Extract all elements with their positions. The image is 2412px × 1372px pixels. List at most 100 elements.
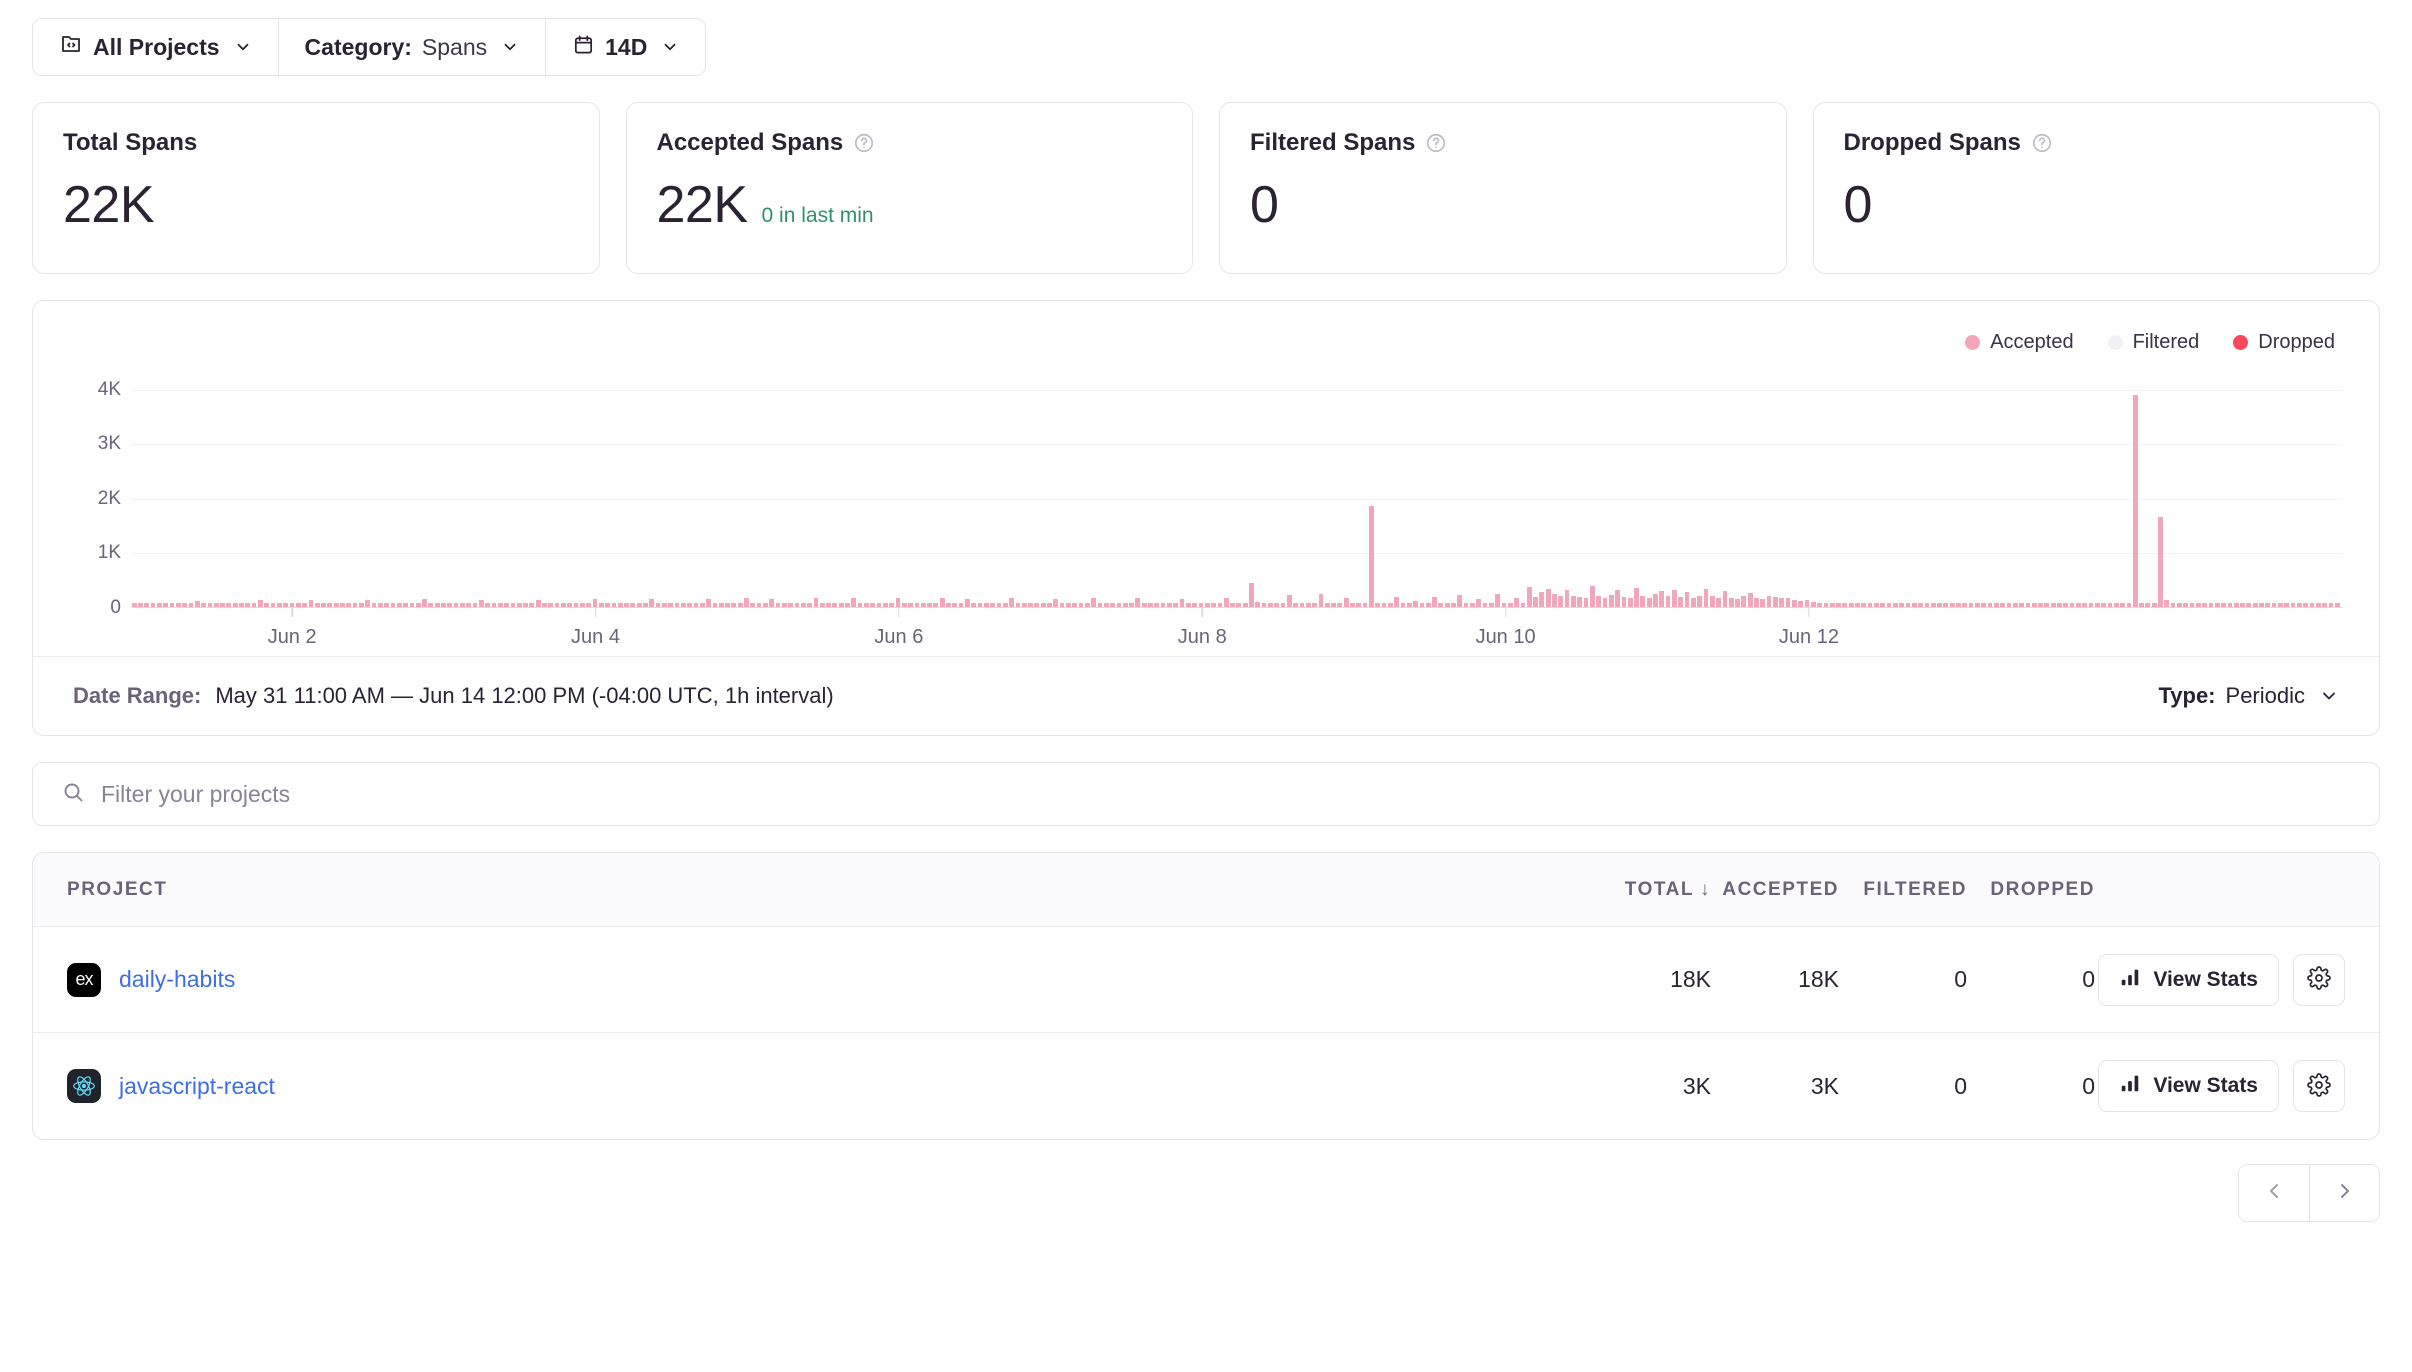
chart-bar[interactable] <box>1286 594 1292 607</box>
chart-bar[interactable] <box>201 602 206 607</box>
chart-bar[interactable] <box>422 599 427 607</box>
chart-bar[interactable] <box>769 598 775 607</box>
chart-bar[interactable] <box>680 602 686 607</box>
chart-bar[interactable] <box>1968 602 1974 607</box>
chart-bar[interactable] <box>1773 596 1778 607</box>
chart-bar[interactable] <box>1040 602 1046 607</box>
column-header-dropped[interactable]: DROPPED <box>1990 878 2095 900</box>
chart-bar[interactable] <box>2076 602 2081 607</box>
chart-bar[interactable] <box>1255 601 1261 607</box>
chart-bar[interactable] <box>1299 602 1305 607</box>
chart-bar[interactable] <box>1425 602 1431 607</box>
chart-bar[interactable] <box>510 602 516 607</box>
chart-bar[interactable] <box>1268 602 1273 607</box>
chart-bar[interactable] <box>1078 602 1084 607</box>
chart-bar[interactable] <box>813 598 819 607</box>
chart-bar[interactable] <box>2082 602 2088 607</box>
chart-bar[interactable] <box>1545 589 1551 607</box>
chart-bar[interactable] <box>1432 597 1437 607</box>
legend-item-filtered[interactable]: Filtered <box>2107 331 2199 354</box>
chart-bar[interactable] <box>1836 602 1841 607</box>
chart-bar[interactable] <box>1223 597 1229 607</box>
legend-item-accepted[interactable]: Accepted <box>1965 331 2074 354</box>
chart-bar[interactable] <box>1451 602 1456 607</box>
chart-bar[interactable] <box>1886 602 1892 607</box>
chart-bar[interactable] <box>447 602 453 607</box>
chart-bar[interactable] <box>1129 602 1134 607</box>
project-link[interactable]: javascript-react <box>119 1072 275 1099</box>
chart-bar[interactable] <box>857 602 863 607</box>
chart-bar[interactable] <box>1173 602 1179 607</box>
chart-bar[interactable] <box>390 602 396 607</box>
chart-bar[interactable] <box>1110 602 1115 607</box>
chart-bar[interactable] <box>1874 602 1879 607</box>
chart-bar[interactable] <box>1817 602 1822 607</box>
chart-bar[interactable] <box>289 602 295 607</box>
chart-bar[interactable] <box>2334 602 2340 607</box>
chart-bar[interactable] <box>504 602 509 607</box>
chart-bar[interactable] <box>1975 602 1980 607</box>
chart-bar[interactable] <box>1318 593 1324 607</box>
chart-bar[interactable] <box>2214 602 2220 607</box>
chart-bar[interactable] <box>763 602 768 607</box>
chart-bar[interactable] <box>1672 590 1677 607</box>
chart-bar[interactable] <box>1747 592 1753 607</box>
chart-bar[interactable] <box>1337 602 1343 607</box>
project-settings-button[interactable] <box>2293 1060 2345 1112</box>
chart-bar[interactable] <box>1381 602 1387 607</box>
chart-bar[interactable] <box>927 602 932 607</box>
chart-bar[interactable] <box>870 602 876 607</box>
help-icon[interactable] <box>2031 132 2053 154</box>
chart-bar[interactable] <box>586 602 592 607</box>
chart-bar[interactable] <box>1962 602 1968 607</box>
chart-bar[interactable] <box>188 602 194 607</box>
chart-bar[interactable] <box>1709 596 1715 607</box>
chart-bar[interactable] <box>466 602 472 607</box>
chart-bar[interactable] <box>346 602 352 607</box>
chart-bar[interactable] <box>2328 602 2334 607</box>
chart-bar[interactable] <box>1261 602 1267 607</box>
chart-bar[interactable] <box>1684 592 1690 607</box>
chart-bar[interactable] <box>2113 602 2119 607</box>
chart-bar[interactable] <box>1274 602 1280 607</box>
chart-bar[interactable] <box>251 602 257 607</box>
chart-bar[interactable] <box>460 602 465 607</box>
chart-bar[interactable] <box>2233 602 2239 607</box>
chart-bar[interactable] <box>213 602 219 607</box>
chart-bar[interactable] <box>2303 602 2309 607</box>
chart-bar[interactable] <box>1438 602 1444 607</box>
chart-bar[interactable] <box>1981 602 1987 607</box>
project-search-bar[interactable] <box>32 762 2380 826</box>
chart-bar[interactable] <box>914 602 920 607</box>
chart-bar[interactable] <box>523 602 528 607</box>
chart-bar[interactable] <box>1230 602 1235 607</box>
chart-bar[interactable] <box>1722 591 1728 607</box>
chart-bar[interactable] <box>655 602 661 607</box>
chart-bar[interactable] <box>958 602 964 607</box>
chart-bar[interactable] <box>1394 596 1400 607</box>
chart-bar[interactable] <box>1627 597 1633 607</box>
chart-bar[interactable] <box>775 602 781 607</box>
chart-bar[interactable] <box>194 601 200 607</box>
chart-bar[interactable] <box>2038 602 2043 607</box>
chart-bar[interactable] <box>1735 598 1740 607</box>
chart-bar[interactable] <box>794 602 800 607</box>
chart-bar[interactable] <box>1678 597 1684 607</box>
chart-bar[interactable] <box>668 602 674 607</box>
chart-bar[interactable] <box>2063 602 2069 607</box>
column-header-accepted[interactable]: ACCEPTED <box>1722 878 1839 900</box>
chart-bar[interactable] <box>1539 592 1545 607</box>
chart-bar[interactable] <box>314 602 320 607</box>
chart-bar[interactable] <box>403 602 408 607</box>
chart-bar[interactable] <box>1823 602 1829 607</box>
chart-bar[interactable] <box>1387 602 1393 607</box>
chart-bar[interactable] <box>699 602 705 607</box>
chart-bar[interactable] <box>1249 583 1254 607</box>
chart-bar[interactable] <box>258 600 263 607</box>
chart-bar[interactable] <box>1444 602 1450 607</box>
chart-bar[interactable] <box>1526 587 1532 607</box>
chart-bar[interactable] <box>239 602 244 607</box>
chart-bar[interactable] <box>352 602 358 607</box>
chart-bar[interactable] <box>662 602 667 607</box>
chart-bar[interactable] <box>2050 602 2056 607</box>
